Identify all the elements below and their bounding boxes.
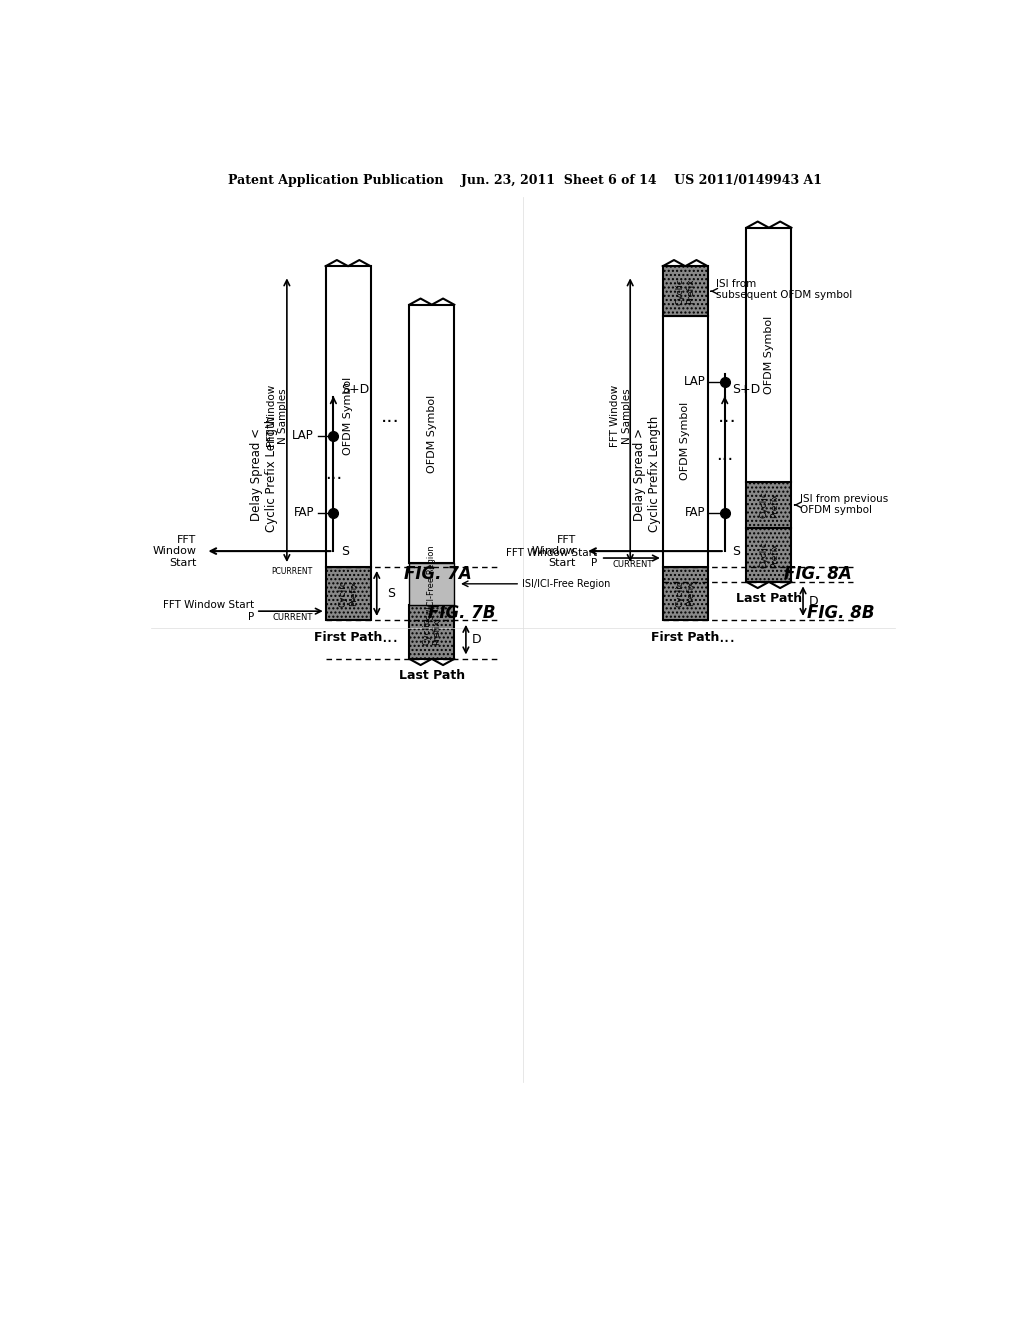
Text: Patent Application Publication    Jun. 23, 2011  Sheet 6 of 14    US 2011/014994: Patent Application Publication Jun. 23, … — [227, 174, 822, 187]
Text: P: P — [591, 558, 597, 569]
Text: ...: ... — [381, 628, 398, 647]
Text: FIG. 8B: FIG. 8B — [807, 603, 874, 622]
Text: Cyclic
Prefix: Cyclic Prefix — [759, 491, 778, 519]
Bar — [746, 228, 792, 482]
Text: S: S — [732, 545, 740, 557]
Text: Last Path: Last Path — [398, 669, 465, 682]
Bar — [410, 305, 455, 562]
Text: ISI from: ISI from — [716, 279, 757, 289]
Text: FAP: FAP — [294, 506, 314, 519]
Text: ISI from previous: ISI from previous — [800, 494, 888, 504]
Text: FFT
Window
Start: FFT Window Start — [531, 535, 575, 568]
Text: LAP: LAP — [684, 375, 706, 388]
Text: ...: ... — [381, 407, 399, 426]
Text: FFT Window
N Samples: FFT Window N Samples — [267, 385, 289, 447]
Text: CURRENT: CURRENT — [273, 612, 313, 622]
Bar — [326, 267, 371, 566]
Bar — [663, 317, 708, 566]
Text: Delay Spread <
Cyclic Prefix Length: Delay Spread < Cyclic Prefix Length — [250, 416, 278, 532]
Text: OFDM Symbol: OFDM Symbol — [343, 378, 353, 455]
Text: S: S — [341, 545, 349, 557]
Bar — [746, 482, 792, 528]
Text: OFDM Symbol: OFDM Symbol — [764, 315, 774, 393]
Text: D: D — [809, 594, 818, 607]
Text: Cyclic
Prefix: Cyclic Prefix — [676, 579, 695, 607]
Bar — [410, 605, 455, 659]
Text: OFDM Symbol: OFDM Symbol — [427, 395, 437, 473]
Text: Delay Spread >
Cyclic Prefix Length: Delay Spread > Cyclic Prefix Length — [633, 416, 662, 532]
Text: LAP: LAP — [292, 429, 314, 442]
Text: PCURRENT: PCURRENT — [271, 566, 312, 576]
Bar — [746, 528, 792, 582]
Text: Cyclic
Prefix: Cyclic Prefix — [422, 619, 441, 645]
Text: FFT Window Start: FFT Window Start — [506, 548, 597, 557]
Text: S+D: S+D — [341, 383, 370, 396]
Text: First Path: First Path — [314, 631, 382, 644]
Text: P: P — [248, 611, 254, 622]
Text: CURRENT: CURRENT — [612, 560, 652, 569]
Bar — [663, 267, 708, 317]
Text: ...: ... — [718, 407, 736, 426]
Bar — [326, 566, 371, 620]
Bar — [663, 566, 708, 620]
Text: FIG. 7A: FIG. 7A — [404, 565, 472, 583]
Text: First Path: First Path — [651, 631, 720, 644]
Bar — [410, 562, 455, 605]
Text: FFT
Window
Start: FFT Window Start — [153, 535, 197, 568]
Text: D: D — [472, 634, 481, 647]
Text: subsequent OFDM symbol: subsequent OFDM symbol — [716, 290, 852, 300]
Text: Cyclic
Prefix: Cyclic Prefix — [676, 277, 695, 305]
Text: FIG. 8A: FIG. 8A — [784, 565, 852, 583]
Text: FIG. 7B: FIG. 7B — [427, 603, 495, 622]
Text: S+D: S+D — [732, 383, 761, 396]
Text: OFDM symbol: OFDM symbol — [800, 506, 871, 515]
Text: ...: ... — [716, 446, 733, 463]
Text: ISI/ICI-Free Region: ISI/ICI-Free Region — [427, 545, 436, 622]
Text: ...: ... — [325, 465, 342, 483]
Text: ...: ... — [719, 628, 735, 647]
Text: ISI/ICI-Free Region: ISI/ICI-Free Region — [522, 579, 611, 589]
Text: OFDM Symbol: OFDM Symbol — [680, 403, 690, 480]
Text: FFT Window
N Samples: FFT Window N Samples — [610, 385, 632, 447]
Text: Cyclic
Prefix: Cyclic Prefix — [759, 541, 778, 569]
Text: Last Path: Last Path — [736, 593, 802, 606]
Text: Cyclic
Prefix: Cyclic Prefix — [338, 579, 357, 607]
Text: FAP: FAP — [685, 506, 706, 519]
Text: FFT Window Start: FFT Window Start — [163, 601, 254, 610]
Text: S: S — [387, 587, 394, 601]
